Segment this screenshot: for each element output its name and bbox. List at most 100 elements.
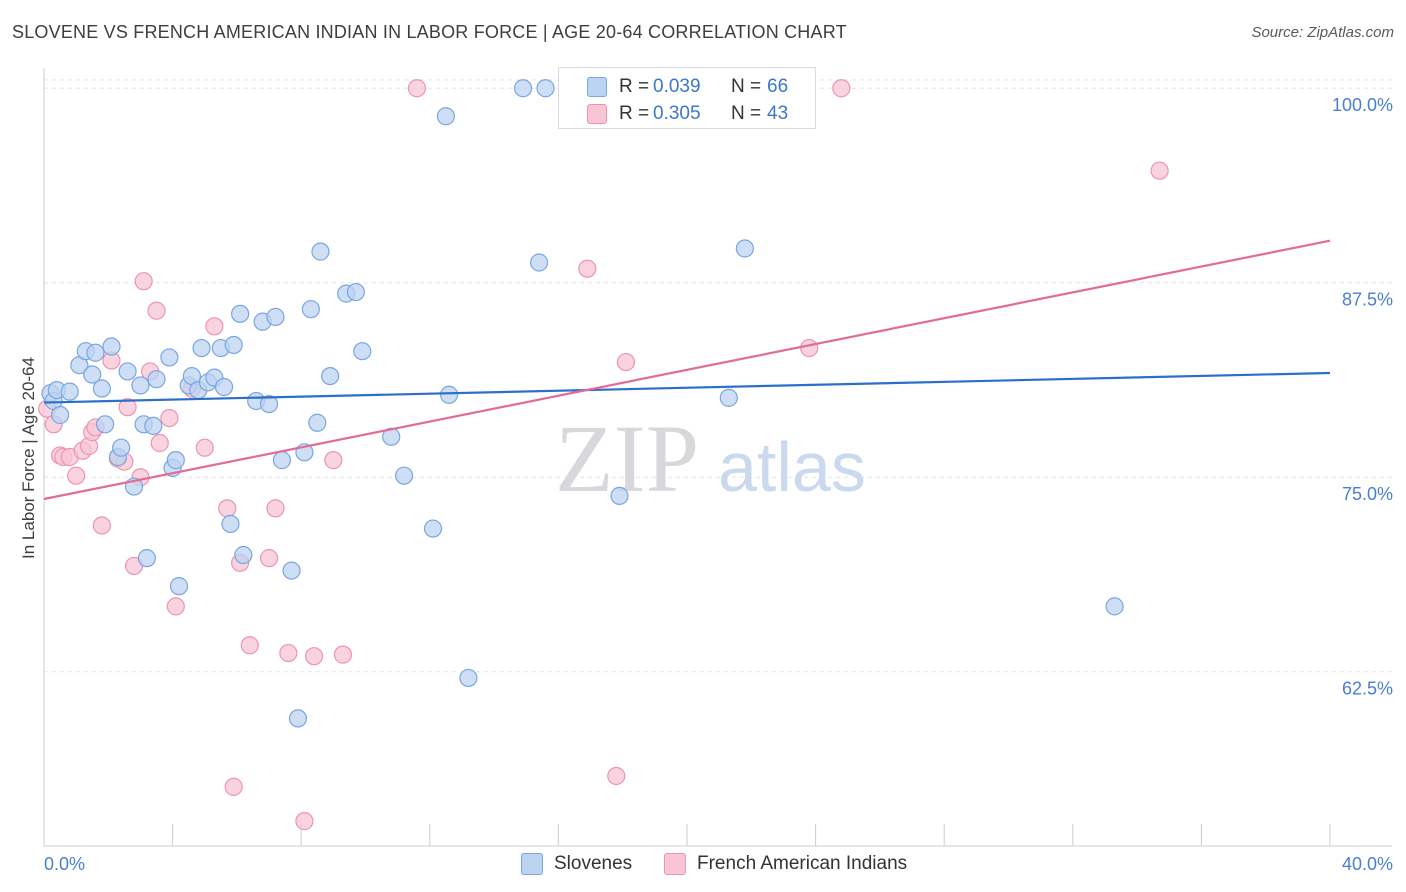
french-american-indians-point[interactable] bbox=[118, 398, 137, 417]
french-american-indians-point[interactable] bbox=[218, 499, 237, 518]
slovenes-point[interactable] bbox=[719, 388, 738, 407]
slovenes-point[interactable] bbox=[50, 405, 70, 425]
r-value: 0.039 bbox=[653, 76, 701, 97]
slovenes-point[interactable] bbox=[169, 577, 189, 596]
slovenes-point[interactable] bbox=[308, 413, 327, 432]
slovenes-point[interactable] bbox=[147, 370, 166, 389]
french-american-indians-point[interactable] bbox=[832, 79, 851, 98]
french-american-indians-point[interactable] bbox=[205, 317, 224, 336]
series-slovenes bbox=[41, 79, 1124, 728]
trendline-slovenes bbox=[43, 371, 1331, 404]
slovenes-point[interactable] bbox=[530, 253, 549, 272]
y-tick-label: 62.5% bbox=[1342, 679, 1393, 699]
legend-row-slovenes: R = 0.039 N = 66 bbox=[559, 75, 815, 101]
french-american-indians-point[interactable] bbox=[304, 647, 324, 666]
french-american-indians-point[interactable] bbox=[259, 549, 279, 568]
slovenes-point[interactable] bbox=[221, 514, 240, 534]
grid-layer: 62.5% 75.0% 87.5% 100.0% bbox=[44, 79, 1393, 699]
slovenes-point[interactable] bbox=[394, 466, 414, 485]
french-american-indians-point[interactable] bbox=[295, 812, 314, 831]
slovenes-point[interactable] bbox=[459, 668, 478, 688]
slovenes-point[interactable] bbox=[131, 376, 150, 395]
french-american-indians-point[interactable] bbox=[607, 766, 626, 786]
french-american-indians-point[interactable] bbox=[147, 301, 166, 320]
french-american-indians-point[interactable] bbox=[195, 438, 214, 457]
n-label: N = bbox=[731, 103, 762, 124]
french-american-indians-point[interactable] bbox=[800, 338, 819, 358]
slovenes-point[interactable] bbox=[112, 438, 131, 457]
slovenes-point[interactable] bbox=[288, 709, 308, 728]
french-american-indians-point[interactable] bbox=[266, 499, 285, 518]
slovenes-point[interactable] bbox=[259, 394, 279, 414]
slovenes-point[interactable] bbox=[166, 451, 185, 470]
source-label: Source: ZipAtlas.com bbox=[1251, 24, 1394, 41]
swatch-pink bbox=[587, 104, 607, 124]
slovenes-point[interactable] bbox=[160, 348, 179, 367]
swatch-blue bbox=[587, 77, 607, 97]
french-american-indians-point[interactable] bbox=[616, 352, 636, 372]
chart-title: SLOVENE VS FRENCH AMERICAN INDIAN IN LAB… bbox=[12, 22, 847, 42]
slovenes-point[interactable] bbox=[311, 242, 330, 261]
slovenes-point[interactable] bbox=[214, 377, 234, 397]
slovenes-point[interactable] bbox=[423, 519, 443, 538]
french-american-indians-point[interactable] bbox=[67, 466, 86, 485]
slovenes-point[interactable] bbox=[92, 379, 111, 398]
french-american-indians-point[interactable] bbox=[92, 516, 111, 535]
y-tick-label: 75.0% bbox=[1342, 484, 1393, 504]
legend-row-french-american-indians: R = 0.305 N = 43 bbox=[559, 102, 815, 128]
slovenes-point[interactable] bbox=[610, 486, 629, 505]
slovenes-point[interactable] bbox=[346, 282, 365, 302]
slovenes-point[interactable] bbox=[60, 382, 79, 401]
french-american-indians-point[interactable] bbox=[578, 259, 597, 278]
slovenes-point[interactable] bbox=[436, 107, 455, 126]
legend-swatch-french-american-indians bbox=[664, 853, 686, 875]
slovenes-point[interactable] bbox=[536, 79, 555, 98]
slovenes-point[interactable] bbox=[95, 415, 115, 434]
y-tick-label: 100.0% bbox=[1332, 95, 1393, 115]
y-axis-title: In Labor Force | Age 20-64 bbox=[19, 357, 38, 559]
slovenes-point[interactable] bbox=[282, 561, 301, 580]
slovenes-point[interactable] bbox=[231, 304, 250, 323]
french-american-indians-point[interactable] bbox=[1150, 161, 1169, 180]
slovenes-point[interactable] bbox=[735, 239, 754, 258]
slovenes-point[interactable] bbox=[321, 366, 340, 386]
slovenes-point[interactable] bbox=[1105, 597, 1124, 616]
slovenes-point[interactable] bbox=[439, 385, 459, 404]
slovenes-point[interactable] bbox=[118, 362, 137, 381]
french-american-indians-point[interactable] bbox=[324, 451, 343, 470]
trendline-french-american-indians bbox=[43, 239, 1331, 501]
slovenes-point[interactable] bbox=[192, 338, 211, 358]
slovenes-point[interactable] bbox=[224, 335, 243, 355]
legend-label-french-american-indians: French American Indians bbox=[697, 853, 908, 874]
french-american-indians-point[interactable] bbox=[279, 643, 298, 663]
y-tick-label: 87.5% bbox=[1342, 290, 1393, 310]
slovenes-point[interactable] bbox=[266, 307, 285, 327]
r-label: R = bbox=[619, 76, 650, 97]
french-american-indians-point[interactable] bbox=[224, 777, 243, 796]
slovenes-point[interactable] bbox=[513, 79, 533, 98]
watermark-atlas: atlas bbox=[718, 428, 866, 506]
slovenes-point[interactable] bbox=[272, 451, 292, 470]
slovenes-point[interactable] bbox=[353, 342, 372, 361]
french-american-indians-point[interactable] bbox=[160, 409, 179, 428]
french-american-indians-point[interactable] bbox=[150, 433, 169, 453]
french-american-indians-point[interactable] bbox=[166, 597, 185, 616]
french-american-indians-point[interactable] bbox=[240, 636, 259, 655]
french-american-indians-point[interactable] bbox=[134, 272, 153, 291]
slovenes-point[interactable] bbox=[234, 545, 253, 565]
x-tick-label-min: 0.0% bbox=[44, 854, 85, 874]
slovenes-point[interactable] bbox=[137, 549, 156, 568]
slovenes-point[interactable] bbox=[83, 365, 102, 384]
french-american-indians-point[interactable] bbox=[407, 79, 427, 98]
r-label: R = bbox=[619, 103, 650, 124]
slovenes-point[interactable] bbox=[86, 343, 105, 362]
slovenes-point[interactable] bbox=[144, 416, 163, 435]
correlation-legend: R = 0.039 N = 66 R = 0.305 N = 43 bbox=[558, 67, 816, 129]
slovenes-point[interactable] bbox=[301, 300, 320, 319]
series-legend: Slovenes French American Indians bbox=[0, 852, 1406, 878]
slovenes-point[interactable] bbox=[102, 337, 121, 356]
french-american-indians-point[interactable] bbox=[333, 645, 353, 664]
x-tick-label-max: 40.0% bbox=[1342, 854, 1393, 874]
watermark: ZIP atlas bbox=[555, 405, 866, 512]
